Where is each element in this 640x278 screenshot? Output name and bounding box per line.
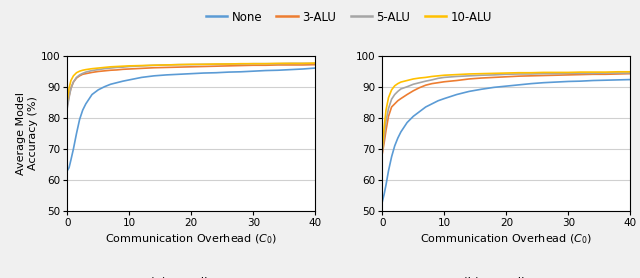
X-axis label: Communication Overhead ($C_0$): Communication Overhead ($C_0$) (420, 232, 593, 246)
Text: (b) 100 Clients: (b) 100 Clients (463, 277, 550, 278)
Y-axis label: Average Model
Accuracy (%): Average Model Accuracy (%) (16, 92, 38, 175)
Text: (a)  50 Clients: (a) 50 Clients (150, 277, 233, 278)
Legend: None, 3-ALU, 5-ALU, 10-ALU: None, 3-ALU, 5-ALU, 10-ALU (201, 6, 497, 28)
X-axis label: Communication Overhead ($C_0$): Communication Overhead ($C_0$) (105, 232, 277, 246)
